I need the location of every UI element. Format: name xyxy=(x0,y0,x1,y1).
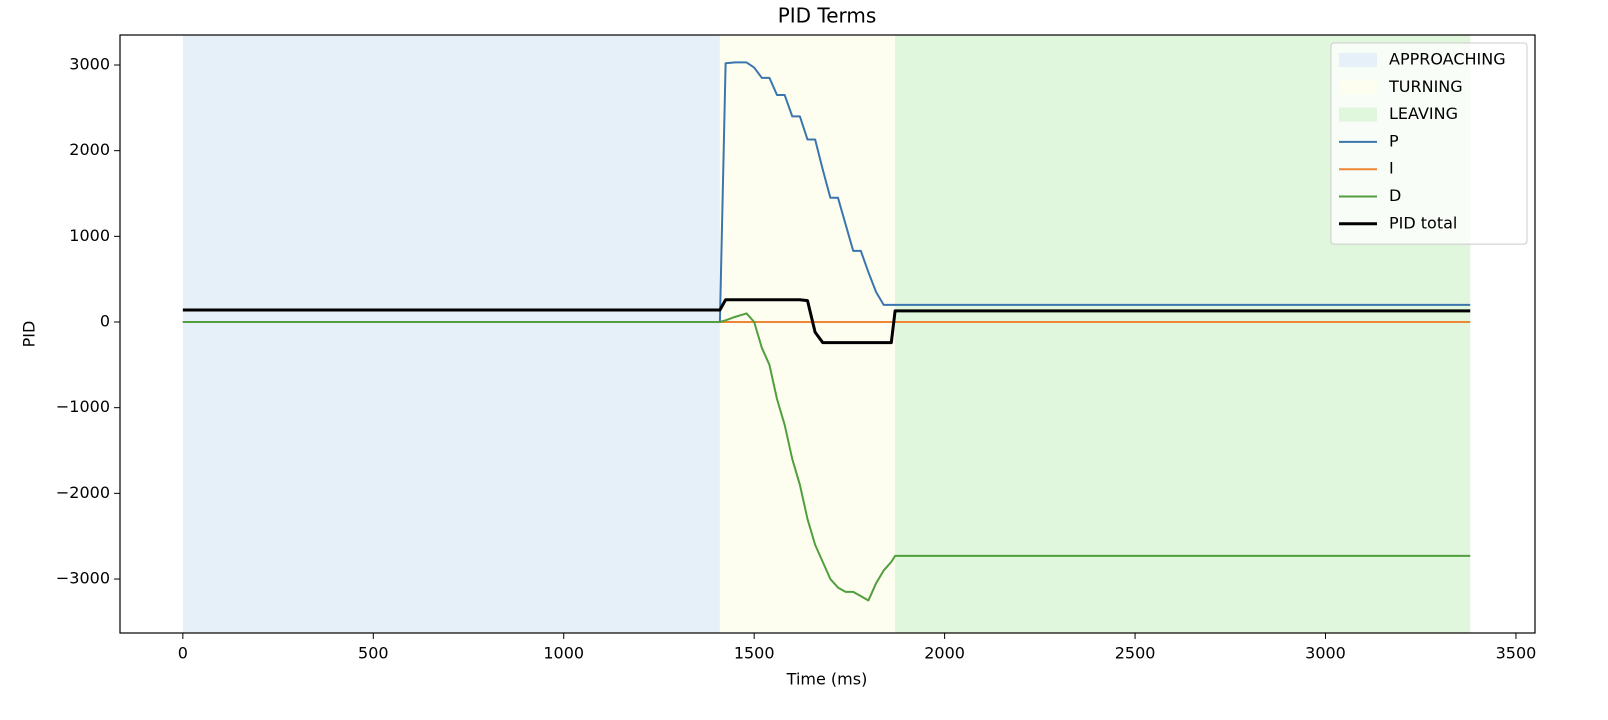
y-axis-label: PID xyxy=(20,321,39,348)
legend-swatch xyxy=(1339,80,1377,95)
legend: APPROACHING TURNING LEAVING PID PID total xyxy=(1330,42,1528,245)
x-tick-label: 2500 xyxy=(1115,644,1156,663)
legend-swatch xyxy=(1339,53,1377,67)
x-tick-label: 0 xyxy=(178,644,188,663)
x-tick-label: 500 xyxy=(358,644,389,663)
legend-label: APPROACHING xyxy=(1389,50,1506,69)
y-tick-label: 1000 xyxy=(69,226,110,245)
y-tick-label: 2000 xyxy=(69,140,110,159)
legend-label: PID total xyxy=(1389,213,1457,232)
y-tick-label: −2000 xyxy=(56,483,110,502)
plot-frame xyxy=(119,34,1536,634)
y-tick-label: −3000 xyxy=(56,569,110,588)
y-tick-label: 0 xyxy=(100,312,110,331)
x-tick-label: 3000 xyxy=(1305,644,1346,663)
y-tick-label: −1000 xyxy=(56,397,110,416)
region xyxy=(182,35,720,633)
legend-label: LEAVING xyxy=(1389,104,1458,123)
chart-title: PID Terms xyxy=(778,4,877,28)
y-tick-label: 3000 xyxy=(69,54,110,73)
line xyxy=(182,61,1471,324)
legend-label: I xyxy=(1389,159,1394,178)
x-axis-label: Time (ms) xyxy=(786,670,868,689)
legend-label: D xyxy=(1389,186,1401,205)
legend-box xyxy=(1330,42,1528,245)
x-tick-label: 1500 xyxy=(734,644,775,663)
x-tick-label: 2000 xyxy=(924,644,965,663)
region xyxy=(719,35,896,633)
line xyxy=(182,298,1471,345)
line xyxy=(182,312,1471,602)
legend-label: TURNING xyxy=(1388,77,1463,96)
legend-swatch xyxy=(1339,107,1377,122)
x-tick-label: 3500 xyxy=(1496,644,1537,663)
x-tick-label: 1000 xyxy=(543,644,584,663)
legend-label: P xyxy=(1389,131,1399,150)
